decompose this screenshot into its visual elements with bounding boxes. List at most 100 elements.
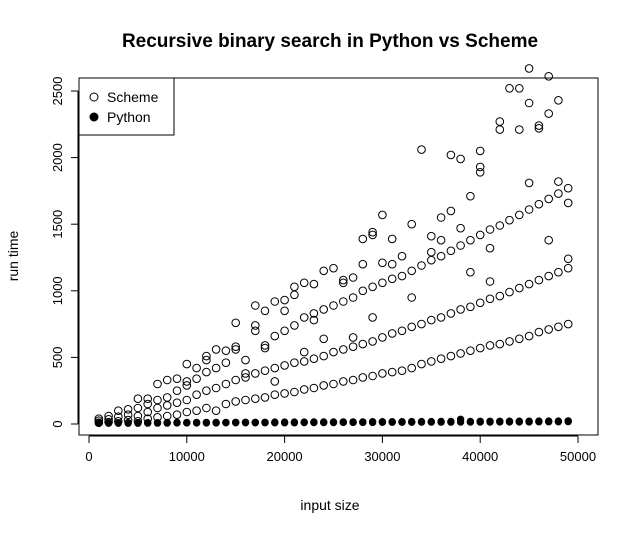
scheme-point (241, 355, 250, 365)
scheme-point (417, 359, 426, 369)
scheme-point (505, 287, 514, 297)
scheme-point (182, 395, 192, 405)
scheme-point (260, 393, 270, 402)
scheme-point (251, 369, 260, 378)
python-point (329, 418, 338, 426)
scheme-point (231, 345, 240, 354)
scheme-point (417, 319, 426, 329)
python-point (124, 419, 132, 427)
scheme-point (563, 198, 573, 208)
python-point (153, 419, 162, 427)
scheme-point (407, 363, 417, 373)
scheme-point (280, 295, 289, 305)
scheme-point (290, 282, 299, 292)
scheme-point (162, 375, 172, 385)
scheme-point (202, 403, 211, 413)
scheme-point (270, 390, 280, 400)
scheme-point (495, 221, 505, 230)
scheme-point (407, 219, 417, 229)
x-tick-label: 40000 (462, 449, 498, 464)
scheme-point (211, 383, 221, 393)
data-points (94, 64, 573, 428)
python-point (535, 417, 543, 425)
scheme-point (554, 177, 563, 186)
scheme-point (544, 235, 554, 245)
x-axis-label: input size (300, 497, 359, 513)
legend-marker-scheme (89, 92, 99, 102)
scheme-point (280, 306, 289, 316)
scheme-point (231, 318, 240, 328)
scheme-point (378, 369, 387, 378)
python-point (320, 418, 328, 426)
y-tick-label: 500 (50, 347, 65, 369)
scheme-point (524, 64, 534, 73)
scheme-point (309, 279, 319, 289)
scheme-point (397, 366, 407, 376)
scheme-point (231, 342, 240, 352)
scheme-point (524, 98, 534, 108)
legend-marker-python (89, 112, 99, 122)
scheme-point (299, 385, 309, 394)
python-point (134, 419, 142, 427)
scheme-point (319, 334, 329, 344)
scheme-point (505, 215, 514, 225)
y-axis-label: run time (5, 231, 21, 282)
python-point (114, 419, 123, 427)
scheme-point (221, 346, 231, 356)
scheme-point (387, 259, 397, 269)
scheme-point (427, 231, 436, 241)
scheme-point (485, 243, 495, 253)
scheme-point (485, 225, 495, 234)
scheme-point (456, 241, 465, 250)
scheme-point (192, 374, 201, 384)
python-point (212, 418, 220, 427)
scheme-point (417, 145, 426, 154)
python-point (144, 419, 152, 427)
scheme-point (466, 191, 475, 201)
scheme-point (524, 205, 534, 214)
scheme-point (339, 297, 348, 306)
scheme-point (329, 347, 338, 357)
scheme-point (182, 359, 192, 369)
scheme-point (515, 125, 524, 134)
scheme-point (368, 371, 377, 381)
scheme-point (515, 283, 524, 293)
scheme-point (436, 235, 446, 245)
legend: Scheme Python (78, 77, 175, 136)
python-point (95, 418, 103, 427)
python-point (359, 418, 367, 426)
scheme-point (456, 223, 465, 233)
python-point (241, 418, 250, 426)
scheme-point (554, 189, 563, 198)
scheme-point (485, 277, 495, 286)
scheme-point (251, 321, 260, 330)
scheme-point (378, 333, 387, 342)
scheme-point (436, 354, 446, 364)
y-tick-label: 1000 (50, 276, 65, 305)
scheme-point (309, 309, 319, 318)
scheme-point (270, 297, 280, 306)
scheme-point (397, 326, 407, 336)
plot-frame (78, 77, 599, 436)
python-point (202, 418, 211, 427)
scheme-point (446, 309, 456, 318)
scheme-point (554, 322, 563, 332)
scheme-point (505, 337, 514, 346)
scheme-point (162, 393, 172, 402)
python-point (398, 418, 406, 426)
scheme-point (143, 394, 152, 404)
python-point (466, 417, 475, 426)
scheme-point (466, 267, 475, 277)
scheme-point (466, 302, 475, 312)
python-point (271, 418, 279, 426)
scheme-point (211, 363, 221, 373)
scheme-point (153, 395, 162, 405)
y-tick-label: 2000 (50, 143, 65, 172)
scheme-point (563, 319, 573, 329)
scheme-point (172, 386, 182, 396)
scheme-point (544, 109, 554, 118)
y-tick-label: 0 (50, 420, 65, 427)
scheme-point (534, 124, 544, 133)
scheme-point (475, 230, 485, 240)
